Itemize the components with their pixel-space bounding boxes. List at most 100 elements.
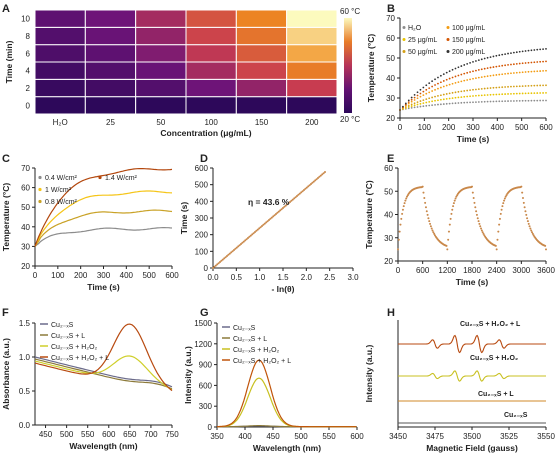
data-point <box>477 220 480 223</box>
heatmap-cell <box>185 96 237 115</box>
panel-label-a: A <box>2 3 10 15</box>
data-point <box>425 101 428 104</box>
data-point <box>422 191 425 194</box>
data-point <box>254 231 256 233</box>
heatmap-cell <box>235 9 288 28</box>
data-point <box>472 196 475 199</box>
data-point <box>259 226 262 229</box>
data-point <box>463 90 466 92</box>
data-point <box>486 67 489 70</box>
data-point <box>304 187 307 190</box>
data-point <box>463 95 466 98</box>
heatmap-cell <box>286 9 338 28</box>
x-tick-label: 1.0 <box>254 273 266 282</box>
data-point <box>422 99 425 101</box>
heatmap-cell <box>135 96 187 115</box>
data-point <box>495 93 498 96</box>
data-point <box>512 51 515 54</box>
x-tick-label: 500 <box>515 123 529 132</box>
data-point <box>492 93 495 96</box>
panel-label-d: D <box>200 153 208 165</box>
data-point <box>448 70 451 73</box>
data-point <box>282 207 284 209</box>
x-axis-title: Wavelength (nm) <box>253 443 321 453</box>
data-point <box>273 214 276 217</box>
panel-label-c: C <box>2 153 10 165</box>
data-point <box>476 217 479 220</box>
data-point <box>432 231 435 234</box>
x-tick-label: 100 <box>51 271 65 280</box>
data-point <box>429 222 432 225</box>
data-point <box>275 213 277 215</box>
data-point <box>451 82 454 85</box>
x-tick-label: 600 <box>165 271 179 280</box>
x-tick-label: 3475 <box>426 432 444 441</box>
legend-marker <box>38 187 42 192</box>
heatmap-cell <box>135 61 187 80</box>
data-point <box>498 217 501 220</box>
heatmap-cell <box>286 44 338 63</box>
heatmap-cell <box>235 78 288 98</box>
x-tick-label: 3450 <box>389 432 407 441</box>
data-point <box>277 210 280 213</box>
heatmap-cell <box>235 44 288 63</box>
data-point <box>424 201 427 204</box>
data-point <box>515 100 518 102</box>
data-point <box>224 256 227 259</box>
data-point <box>498 93 501 96</box>
data-point <box>446 248 449 251</box>
data-point <box>536 99 539 102</box>
heatmap-cell <box>84 78 137 98</box>
data-point <box>425 98 428 101</box>
data-point <box>466 101 469 104</box>
data-point <box>475 88 477 91</box>
data-point <box>536 61 539 63</box>
data-point <box>524 71 527 73</box>
data-point <box>422 94 425 97</box>
series-line <box>34 356 173 388</box>
data-point <box>269 217 272 220</box>
data-point <box>419 95 422 98</box>
data-point <box>523 206 526 209</box>
data-point <box>495 74 498 76</box>
data-point <box>536 70 539 73</box>
x-tick-label: 0 <box>398 123 403 132</box>
data-point <box>434 99 436 102</box>
data-point <box>270 216 273 219</box>
x-tick-label: 450 <box>266 432 280 441</box>
data-point <box>480 100 483 103</box>
data-point <box>404 106 407 108</box>
legend-marker <box>98 175 102 180</box>
data-point <box>433 232 436 235</box>
data-point <box>486 56 489 59</box>
data-point <box>240 243 242 245</box>
data-point <box>527 49 530 52</box>
panel-label-h: H <box>387 307 395 319</box>
data-point <box>256 228 259 231</box>
data-point <box>496 238 499 241</box>
data-point <box>469 61 471 64</box>
legend-marker <box>446 50 450 53</box>
data-point <box>217 262 220 265</box>
efficiency-annotation: η = 43.6 % <box>248 197 290 207</box>
data-point <box>479 225 482 228</box>
data-point <box>524 210 527 213</box>
data-point <box>422 86 425 89</box>
x-tick-label: 0.5 <box>231 273 243 282</box>
legend-label: 0.8 W/cm² <box>45 199 78 206</box>
y-tick-label: 30 <box>384 234 393 243</box>
data-point <box>401 208 404 211</box>
data-point <box>452 202 455 205</box>
data-point <box>473 201 476 204</box>
heatmap-cell <box>34 61 86 80</box>
y-tick-label: 10 <box>21 15 30 24</box>
heatmap-cell <box>135 9 187 28</box>
data-point <box>530 61 533 64</box>
data-point <box>463 64 466 66</box>
data-point <box>419 105 422 108</box>
data-point <box>315 178 318 181</box>
data-point <box>262 223 265 226</box>
data-point <box>463 72 466 75</box>
data-point <box>308 184 311 187</box>
data-point <box>486 100 489 103</box>
